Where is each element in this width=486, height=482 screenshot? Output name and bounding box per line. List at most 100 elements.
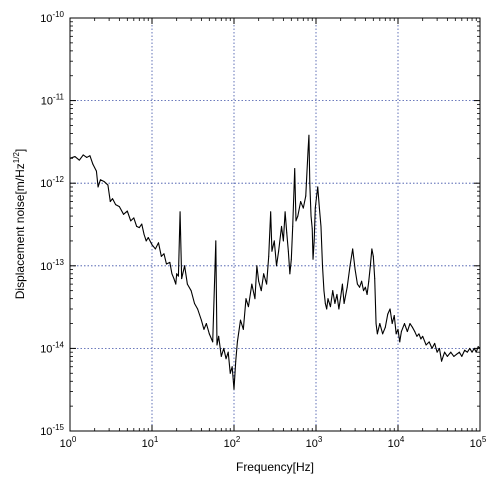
data-point [397, 328, 399, 330]
data-point [295, 220, 297, 222]
data-point [372, 255, 374, 257]
data-point [329, 306, 331, 308]
data-point [376, 333, 378, 335]
data-point [312, 258, 314, 260]
data-point [190, 290, 192, 292]
data-point [82, 154, 84, 156]
data-point [258, 280, 260, 282]
data-point [314, 207, 316, 209]
data-point [220, 355, 222, 357]
data-point [420, 338, 422, 340]
data-point [336, 293, 338, 295]
data-point [278, 250, 280, 252]
data-point [95, 170, 97, 172]
data-point [186, 283, 188, 285]
y-tick-label: 10-12 [40, 175, 64, 190]
data-point [289, 273, 291, 275]
y-tick-labels: 10-15 10-14 10-13 10-12 10-11 10-10 [40, 10, 64, 438]
data-point [324, 302, 326, 304]
data-point [292, 225, 294, 227]
y-axis-label-main: Displacement noise[m/Hz [13, 163, 27, 299]
data-point [89, 155, 91, 157]
data-point [300, 201, 302, 203]
data-point [208, 333, 210, 335]
data-point [418, 333, 420, 335]
data-point [205, 323, 207, 325]
data-point [130, 220, 132, 222]
data-point [416, 335, 418, 337]
data-point [147, 237, 149, 239]
data-point [236, 341, 238, 343]
y-tick-label: 10-15 [40, 423, 64, 438]
data-point [323, 290, 325, 292]
data-point [346, 286, 348, 288]
data-point [175, 283, 177, 285]
data-point [78, 159, 80, 161]
data-point [165, 263, 167, 265]
data-point [229, 372, 231, 374]
data-point [310, 215, 312, 217]
data-point [332, 290, 334, 292]
data-point [444, 351, 446, 353]
data-point [163, 253, 165, 255]
data-point [223, 347, 225, 349]
data-point [326, 308, 328, 310]
data-point [389, 308, 391, 310]
y-tick-label: 10-10 [40, 10, 64, 25]
data-point [276, 265, 278, 267]
data-point [212, 341, 214, 343]
data-point [393, 315, 395, 317]
data-point [302, 207, 304, 209]
data-point [123, 213, 125, 215]
y-axis-label-sup: 1/2 [12, 152, 21, 164]
data-point [270, 211, 272, 213]
data-point [203, 328, 205, 330]
data-point [406, 331, 408, 333]
data-point [309, 182, 311, 184]
data-point [179, 211, 181, 213]
data-point [176, 273, 178, 275]
series-group [69, 134, 481, 390]
data-point [235, 360, 237, 362]
data-point [266, 283, 268, 285]
data-point [327, 298, 329, 300]
data-point [197, 308, 199, 310]
data-point [290, 258, 292, 260]
data-point [268, 255, 270, 257]
data-point [143, 233, 145, 235]
data-point [215, 240, 217, 242]
data-point [297, 215, 299, 217]
data-point [359, 286, 361, 288]
x-tick-label: 103 [306, 435, 323, 450]
data-point [374, 278, 376, 280]
data-point [352, 248, 354, 250]
data-point [216, 344, 218, 346]
x-tick-label: 105 [470, 435, 486, 450]
data-point [107, 184, 109, 186]
data-point [334, 302, 336, 304]
data-point [136, 225, 138, 227]
data-point [287, 250, 289, 252]
data-point [399, 341, 401, 343]
data-point [338, 308, 340, 310]
data-point [200, 319, 202, 321]
data-point [369, 265, 371, 267]
data-point [311, 228, 313, 230]
data-point [118, 206, 120, 208]
data-point [384, 326, 386, 328]
data-point [436, 351, 438, 353]
x-tick-labels: 100 101 102 103 104 105 [60, 435, 486, 450]
data-point [271, 250, 273, 252]
data-point [239, 319, 241, 321]
y-axis-label: Displacement noise[m/Hz1/2] [12, 149, 27, 300]
data-point [115, 204, 117, 206]
data-point [294, 168, 296, 170]
data-point [428, 341, 430, 343]
data-point [308, 134, 310, 136]
data-point [321, 265, 323, 267]
data-point [450, 351, 452, 353]
data-point [395, 333, 397, 335]
data-point [341, 283, 343, 285]
